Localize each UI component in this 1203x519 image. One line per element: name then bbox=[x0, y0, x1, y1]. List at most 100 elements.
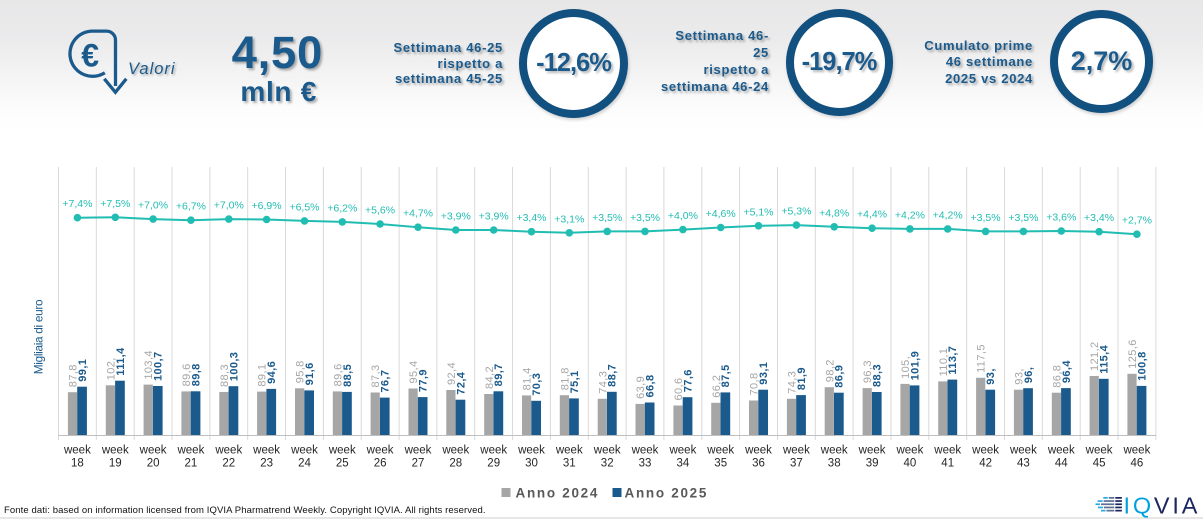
svg-text:102,: 102, bbox=[105, 357, 117, 380]
svg-text:33: 33 bbox=[639, 458, 652, 470]
svg-text:43: 43 bbox=[1017, 458, 1030, 470]
svg-text:46: 46 bbox=[1131, 458, 1144, 470]
svg-text:100,8: 100,8 bbox=[1136, 351, 1148, 381]
svg-text:+2,7%: +2,7% bbox=[1122, 215, 1152, 227]
svg-text:60,6: 60,6 bbox=[673, 377, 685, 400]
svg-text:93,: 93, bbox=[1014, 368, 1026, 385]
svg-text:week: week bbox=[479, 445, 507, 457]
svg-text:+3,5%: +3,5% bbox=[630, 212, 660, 224]
svg-text:92,4: 92,4 bbox=[446, 362, 458, 385]
svg-text:45: 45 bbox=[1093, 458, 1106, 470]
svg-text:week: week bbox=[441, 445, 469, 457]
svg-text:70,8: 70,8 bbox=[749, 372, 761, 395]
svg-text:week: week bbox=[1047, 445, 1075, 457]
svg-text:week: week bbox=[933, 445, 961, 457]
svg-text:+4,4%: +4,4% bbox=[857, 209, 887, 221]
svg-text:19: 19 bbox=[109, 458, 122, 470]
svg-text:96,3: 96,3 bbox=[862, 360, 874, 383]
svg-text:Fonte dati: based on informati: Fonte dati: based on information license… bbox=[4, 505, 486, 516]
svg-text:week: week bbox=[744, 445, 772, 457]
svg-text:35: 35 bbox=[714, 458, 727, 470]
svg-text:+3,9%: +3,9% bbox=[441, 211, 471, 223]
svg-text:121,2: 121,2 bbox=[1089, 341, 1101, 371]
svg-text:week: week bbox=[782, 445, 810, 457]
svg-text:week: week bbox=[290, 445, 318, 457]
svg-text:week: week bbox=[593, 445, 621, 457]
svg-text:111,4: 111,4 bbox=[115, 347, 127, 376]
svg-text:72,4: 72,4 bbox=[455, 371, 467, 394]
svg-text:32: 32 bbox=[601, 458, 614, 470]
svg-text:74,3: 74,3 bbox=[787, 371, 799, 394]
svg-text:week: week bbox=[517, 445, 545, 457]
svg-text:37: 37 bbox=[790, 458, 803, 470]
svg-text:week: week bbox=[668, 445, 696, 457]
svg-text:+4,7%: +4,7% bbox=[403, 208, 433, 220]
svg-text:22: 22 bbox=[222, 458, 235, 470]
svg-text:86,8: 86,8 bbox=[1051, 365, 1063, 388]
svg-text:+6,2%: +6,2% bbox=[327, 202, 357, 214]
svg-text:74,3: 74,3 bbox=[597, 371, 609, 394]
svg-text:week: week bbox=[139, 445, 167, 457]
svg-text:95,4: 95,4 bbox=[408, 360, 420, 383]
svg-text:96,4: 96,4 bbox=[1061, 360, 1073, 383]
svg-text:+3,5%: +3,5% bbox=[592, 212, 622, 224]
svg-text:28: 28 bbox=[449, 458, 462, 470]
svg-text:105,: 105, bbox=[900, 356, 912, 379]
svg-text:27: 27 bbox=[412, 458, 425, 470]
svg-text:93,1: 93,1 bbox=[758, 362, 770, 385]
svg-text:36: 36 bbox=[752, 458, 765, 470]
svg-text:88,3: 88,3 bbox=[872, 364, 884, 387]
svg-text:89,6: 89,6 bbox=[181, 363, 193, 386]
svg-text:+4,2%: +4,2% bbox=[895, 209, 925, 221]
svg-text:87,5: 87,5 bbox=[720, 364, 732, 387]
svg-text:88,5: 88,5 bbox=[342, 364, 354, 387]
svg-text:125,6: 125,6 bbox=[1127, 339, 1139, 369]
svg-text:39: 39 bbox=[866, 458, 879, 470]
svg-text:week: week bbox=[176, 445, 204, 457]
svg-text:+7,0%: +7,0% bbox=[138, 200, 168, 212]
svg-text:88,7: 88,7 bbox=[607, 364, 619, 387]
svg-text:week: week bbox=[404, 445, 432, 457]
svg-text:87,3: 87,3 bbox=[370, 364, 382, 387]
svg-text:98,2: 98,2 bbox=[824, 359, 836, 382]
svg-text:18: 18 bbox=[71, 458, 84, 470]
svg-text:Migliaia di euro: Migliaia di euro bbox=[32, 299, 46, 374]
svg-text:week: week bbox=[555, 445, 583, 457]
svg-text:+3,5%: +3,5% bbox=[1008, 212, 1038, 224]
svg-text:89,1: 89,1 bbox=[257, 364, 269, 387]
svg-text:+3,4%: +3,4% bbox=[1084, 212, 1114, 224]
svg-text:81,8: 81,8 bbox=[559, 367, 571, 390]
svg-text:25: 25 bbox=[336, 458, 349, 470]
svg-text:99,1: 99,1 bbox=[77, 359, 89, 382]
svg-text:66,8: 66,8 bbox=[645, 374, 657, 397]
svg-text:103,4: 103,4 bbox=[143, 350, 155, 380]
svg-text:44: 44 bbox=[1055, 458, 1068, 470]
svg-text:week: week bbox=[366, 445, 394, 457]
svg-text:week: week bbox=[214, 445, 242, 457]
svg-text:88,3: 88,3 bbox=[219, 364, 231, 387]
svg-text:+4,8%: +4,8% bbox=[819, 207, 849, 219]
svg-text:77,9: 77,9 bbox=[418, 369, 430, 392]
svg-text:38: 38 bbox=[828, 458, 841, 470]
svg-text:77,6: 77,6 bbox=[682, 369, 694, 392]
svg-text:94,6: 94,6 bbox=[266, 361, 278, 384]
svg-text:+5,1%: +5,1% bbox=[743, 206, 773, 218]
svg-text:€: € bbox=[81, 38, 99, 74]
svg-text:week: week bbox=[706, 445, 734, 457]
svg-text:76,7: 76,7 bbox=[380, 370, 392, 393]
svg-text:Anno 2025: Anno 2025 bbox=[625, 486, 709, 501]
svg-text:87,8: 87,8 bbox=[68, 364, 80, 387]
svg-text:week: week bbox=[971, 445, 999, 457]
svg-text:+4,0%: +4,0% bbox=[668, 210, 698, 222]
svg-text:75,1: 75,1 bbox=[569, 370, 581, 393]
svg-text:21: 21 bbox=[185, 458, 198, 470]
svg-text:117,5: 117,5 bbox=[976, 344, 988, 373]
svg-text:89,6: 89,6 bbox=[332, 363, 344, 386]
svg-text:+7,5%: +7,5% bbox=[100, 198, 130, 210]
svg-text:89,8: 89,8 bbox=[190, 363, 202, 386]
svg-text:81,4: 81,4 bbox=[522, 367, 534, 390]
svg-text:+3,1%: +3,1% bbox=[554, 213, 584, 225]
svg-text:week: week bbox=[858, 445, 886, 457]
svg-text:41: 41 bbox=[941, 458, 954, 470]
svg-text:95,8: 95,8 bbox=[295, 360, 307, 383]
